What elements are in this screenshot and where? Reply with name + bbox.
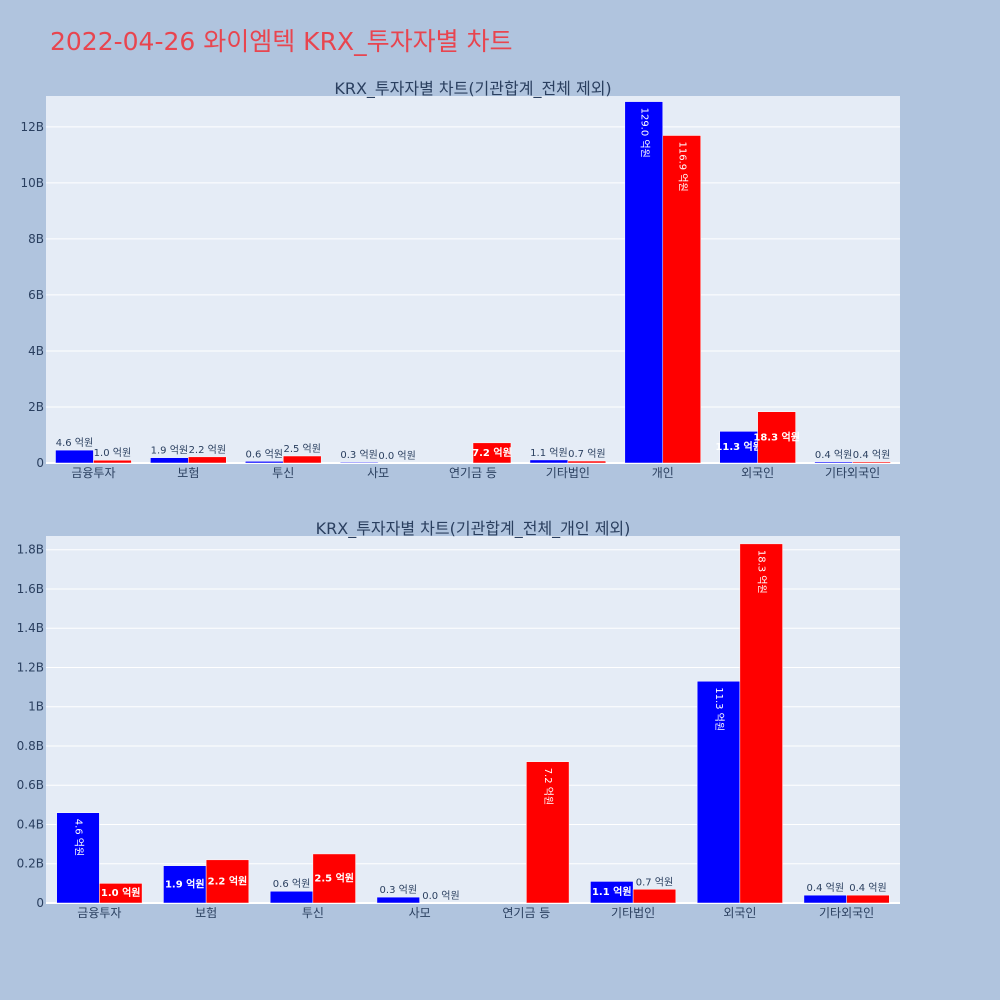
bar-red: [282, 455, 322, 464]
chart-title: KRX_투자자별 차트(기관합계_전체_개인 제외): [316, 519, 631, 539]
data-label: 1.9 억원: [151, 445, 188, 457]
y-tick-label: 1B: [28, 700, 44, 714]
data-label: 0.6 억원: [246, 448, 283, 460]
y-tick-label: 1.6B: [17, 582, 44, 596]
x-tick-label: 연기금 등: [502, 906, 550, 920]
x-tick-label: 기타외국인: [825, 466, 880, 480]
bar-blue: [719, 431, 758, 464]
bar-blue: [163, 865, 207, 904]
data-label: 7.2 억원: [472, 446, 512, 459]
x-tick-label: 투신: [302, 906, 324, 920]
x-tick-label: 기타외국인: [819, 906, 874, 920]
data-label: 0.3 억원: [340, 449, 377, 461]
data-label: 2.5 억원: [314, 871, 354, 884]
x-tick-label: 개인: [652, 466, 674, 480]
y-tick-label: 12B: [20, 120, 44, 134]
y-tick-label: 6B: [28, 288, 44, 302]
data-label: 4.6 억원: [73, 819, 85, 856]
bar-blue: [339, 461, 379, 464]
y-tick-label: 0.2B: [17, 857, 44, 871]
y-tick-label: 1.8B: [17, 543, 44, 557]
chart-title: KRX_투자자별 차트(기관합계_전체 제외): [334, 79, 611, 99]
data-label: 0.3 억원: [380, 884, 417, 896]
data-label: 18.3 억원: [753, 430, 800, 443]
chart-top: KRX_투자자별 차트(기관합계_전체 제외) 0 2B 4B 6B 8B 10B 12B 금융…: [20, 79, 900, 480]
bar-red: [188, 456, 227, 464]
data-label: 1.9 억원: [165, 877, 205, 890]
y-tick-label: 8B: [28, 232, 44, 246]
bar-red: [526, 761, 570, 904]
y-tick-label: 1.4B: [17, 621, 44, 635]
y-tick-label: 1.2B: [17, 660, 44, 674]
x-tick-label: 외국인: [741, 466, 774, 480]
page-title: 2022-04-26 와이엠텍 KRX_투자자별 차트: [50, 27, 513, 56]
data-label: 0.7 억원: [636, 876, 673, 888]
data-label: 11.3 억원: [715, 440, 762, 453]
bar-red: [567, 460, 607, 464]
y-tick-label: 0: [36, 456, 44, 470]
plot-area: [46, 96, 900, 463]
x-tick-label: 사모: [409, 906, 431, 920]
bar-blue: [624, 101, 664, 464]
data-label: 116.9 억원: [676, 142, 688, 192]
data-label: 2.2 억원: [208, 874, 248, 887]
y-tick-label: 0.8B: [17, 739, 44, 753]
y-tick-label: 0: [36, 896, 44, 910]
data-label: 7.2 억원: [542, 768, 554, 805]
bar-red: [662, 135, 701, 464]
data-label: 18.3 억원: [756, 550, 768, 594]
bar-red: [472, 442, 512, 464]
data-label: 0.7 억원: [568, 448, 605, 460]
x-tick-label: 금융투자: [71, 466, 115, 480]
x-tick-label: 금융투자: [77, 906, 121, 920]
data-label: 1.1 억원: [530, 447, 567, 459]
bar-blue: [56, 812, 100, 904]
y-tick-label: 4B: [28, 344, 44, 358]
data-label: 129.0 억원: [638, 108, 650, 158]
y-tick-label: 0.6B: [17, 778, 44, 792]
data-label: 1.0 억원: [101, 886, 141, 899]
data-label: 0.6 억원: [273, 878, 310, 890]
data-label: 11.3 억원: [713, 687, 725, 731]
data-label: 0.4 억원: [807, 882, 844, 894]
data-label: 0.0 억원: [378, 450, 415, 462]
bar-blue: [376, 896, 420, 904]
bar-blue: [696, 680, 741, 904]
y-tick-label: 2B: [28, 400, 44, 414]
x-tick-label: 연기금 등: [449, 466, 497, 480]
bar-blue: [269, 890, 314, 904]
bar-red: [93, 459, 132, 464]
bar-red: [312, 853, 356, 904]
y-tick-label: 10B: [20, 176, 44, 190]
x-tick-label: 사모: [367, 466, 389, 480]
y-tick-label: 0.4B: [17, 817, 44, 831]
data-label: 2.5 억원: [283, 443, 320, 455]
bar-red: [852, 461, 891, 464]
x-tick-label: 기타법인: [611, 906, 655, 920]
bar-red: [632, 889, 677, 904]
x-tick-label: 외국인: [723, 906, 756, 920]
data-label: 0.0 억원: [422, 890, 459, 902]
data-label: 0.4 억원: [849, 882, 886, 894]
data-label: 1.0 억원: [94, 447, 131, 459]
bar-red: [739, 543, 783, 904]
data-label: 0.4 억원: [853, 449, 890, 461]
x-tick-label: 보험: [177, 466, 199, 480]
data-label: 4.6 억원: [56, 437, 93, 449]
data-label: 1.1 억원: [592, 885, 632, 898]
data-label: 0.4 억원: [815, 449, 852, 461]
x-tick-label: 보험: [195, 906, 217, 920]
bar-red: [99, 883, 143, 904]
bar-red: [757, 411, 796, 464]
x-tick-label: 투신: [272, 466, 294, 480]
bar-red: [846, 894, 890, 904]
bar-red: [205, 859, 250, 904]
x-tick-label: 기타법인: [546, 466, 590, 480]
data-label: 2.2 억원: [189, 444, 226, 456]
bar-blue: [803, 894, 847, 904]
bar-blue: [55, 449, 94, 464]
